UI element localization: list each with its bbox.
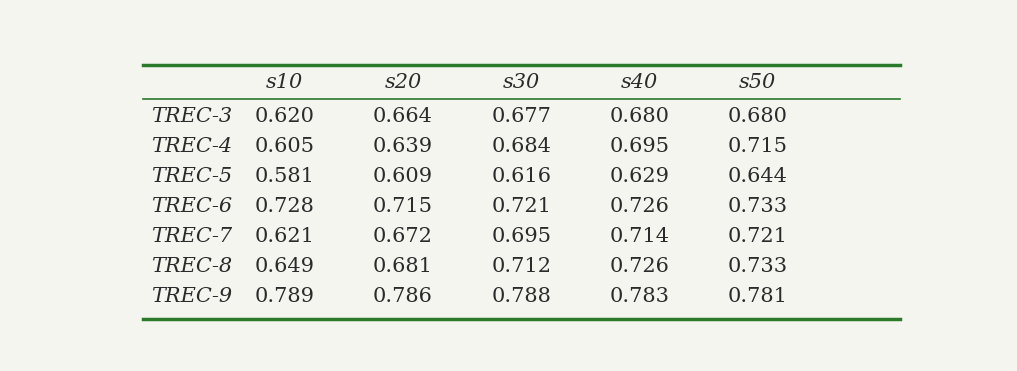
Text: TREC-3: TREC-3 xyxy=(151,107,232,127)
Text: 0.721: 0.721 xyxy=(728,227,787,246)
Text: s50: s50 xyxy=(739,73,776,92)
Text: 0.605: 0.605 xyxy=(255,137,314,156)
Text: TREC-4: TREC-4 xyxy=(151,137,232,156)
Text: 0.581: 0.581 xyxy=(255,167,314,186)
Text: TREC-9: TREC-9 xyxy=(151,287,232,306)
Text: 0.620: 0.620 xyxy=(255,107,314,127)
Text: 0.726: 0.726 xyxy=(609,197,669,216)
Text: TREC-7: TREC-7 xyxy=(151,227,232,246)
Text: 0.695: 0.695 xyxy=(491,227,551,246)
Text: 0.728: 0.728 xyxy=(255,197,314,216)
Text: 0.680: 0.680 xyxy=(609,107,669,127)
Text: 0.649: 0.649 xyxy=(255,257,314,276)
Text: TREC-8: TREC-8 xyxy=(151,257,232,276)
Text: 0.788: 0.788 xyxy=(491,287,551,306)
Text: 0.721: 0.721 xyxy=(491,197,551,216)
Text: TREC-6: TREC-6 xyxy=(151,197,232,216)
Text: 0.786: 0.786 xyxy=(373,287,433,306)
Text: 0.783: 0.783 xyxy=(609,287,669,306)
Text: 0.616: 0.616 xyxy=(491,167,551,186)
Text: 0.664: 0.664 xyxy=(373,107,433,127)
Text: 0.677: 0.677 xyxy=(491,107,551,127)
Text: 0.684: 0.684 xyxy=(491,137,551,156)
Text: 0.629: 0.629 xyxy=(609,167,669,186)
Text: 0.733: 0.733 xyxy=(727,257,788,276)
Text: 0.715: 0.715 xyxy=(373,197,433,216)
Text: TREC-5: TREC-5 xyxy=(151,167,232,186)
Text: 0.609: 0.609 xyxy=(373,167,433,186)
Text: 0.715: 0.715 xyxy=(728,137,787,156)
Text: s40: s40 xyxy=(620,73,658,92)
Text: 0.712: 0.712 xyxy=(491,257,551,276)
Text: 0.714: 0.714 xyxy=(609,227,669,246)
Text: 0.672: 0.672 xyxy=(373,227,433,246)
Text: 0.789: 0.789 xyxy=(255,287,314,306)
Text: s30: s30 xyxy=(502,73,540,92)
Text: 0.639: 0.639 xyxy=(373,137,433,156)
Text: 0.695: 0.695 xyxy=(609,137,669,156)
Text: s10: s10 xyxy=(266,73,303,92)
Text: 0.621: 0.621 xyxy=(255,227,314,246)
Text: 0.781: 0.781 xyxy=(728,287,787,306)
Text: 0.733: 0.733 xyxy=(727,197,788,216)
Text: 0.680: 0.680 xyxy=(728,107,787,127)
Text: s20: s20 xyxy=(384,73,422,92)
Text: 0.644: 0.644 xyxy=(728,167,787,186)
Text: 0.681: 0.681 xyxy=(373,257,433,276)
Text: 0.726: 0.726 xyxy=(609,257,669,276)
